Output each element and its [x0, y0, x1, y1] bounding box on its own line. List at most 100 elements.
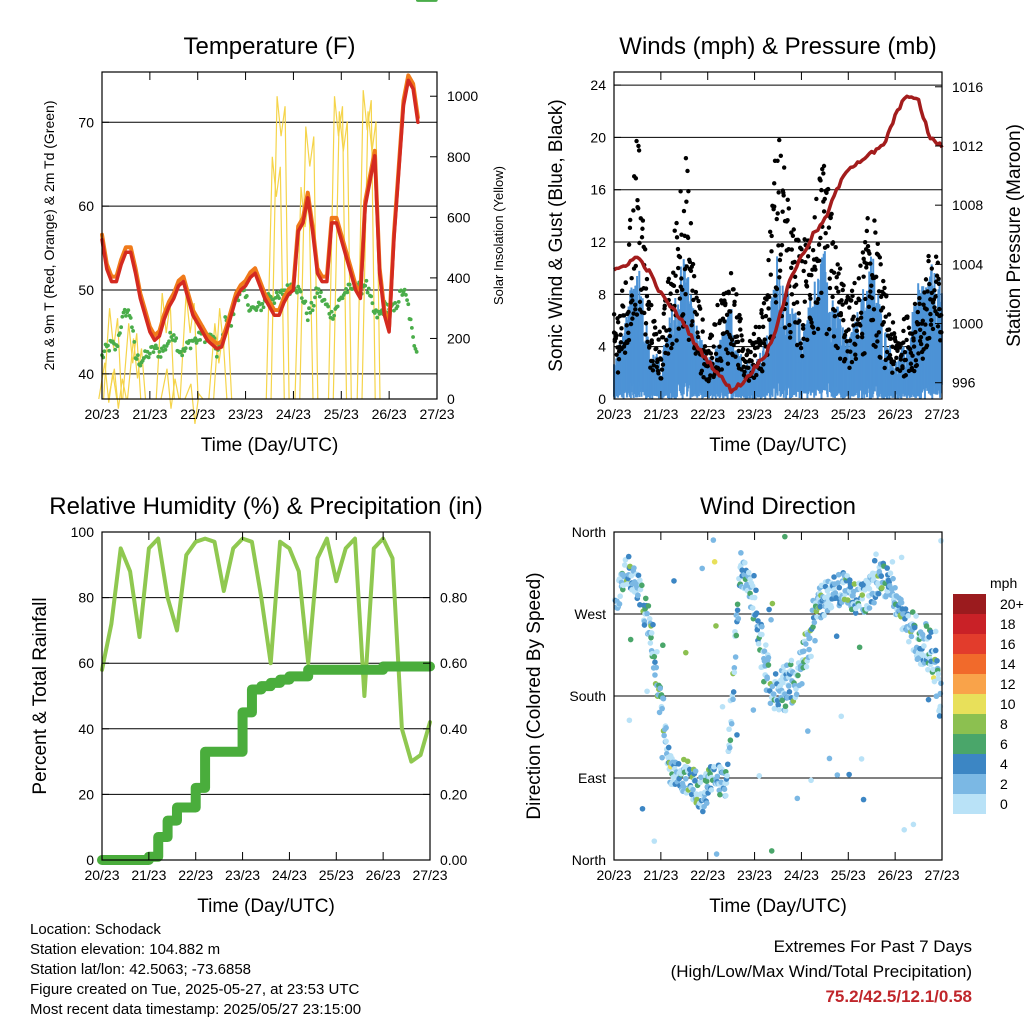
- gust-point: [827, 276, 832, 281]
- gust-point: [927, 335, 932, 341]
- gust-point: [826, 225, 832, 230]
- solar-spike: [208, 323, 228, 400]
- y2-axis-label: Station Pressure (Maroon): [1004, 124, 1024, 347]
- x-axis-label: Time (Day/UTC): [709, 896, 847, 917]
- direction-point: [866, 586, 873, 592]
- legend-swatch: [953, 794, 986, 814]
- y2-tick-label: 600: [447, 209, 471, 225]
- direction-point: [659, 754, 665, 761]
- gust-point: [621, 304, 626, 309]
- gust-point: [872, 218, 877, 223]
- gust-point: [776, 243, 781, 248]
- direction-point: [713, 851, 720, 857]
- gust-point: [858, 323, 863, 328]
- gust-point: [799, 246, 804, 252]
- gust-point: [790, 233, 796, 239]
- dewpoint-point: [298, 289, 303, 294]
- gust-point: [685, 168, 690, 174]
- x-tick-label: 24/23: [272, 867, 307, 883]
- gust-point: [689, 322, 694, 328]
- gust-point: [725, 361, 731, 366]
- gust-point: [694, 295, 699, 300]
- direction-point: [703, 778, 710, 785]
- gust-point: [898, 357, 903, 362]
- dewpoint-point: [260, 301, 265, 306]
- panel-title: Temperature (F): [183, 33, 355, 60]
- gust-point: [840, 302, 845, 307]
- gust-point: [618, 332, 623, 337]
- gust-point: [926, 258, 931, 264]
- gust-point: [794, 300, 800, 305]
- gust-point: [661, 325, 666, 330]
- gust-point: [831, 270, 837, 275]
- dewpoint-point: [277, 296, 281, 301]
- direction-point: [806, 646, 812, 653]
- gust-point: [839, 298, 844, 303]
- direction-point: [663, 724, 669, 731]
- gust-point: [842, 356, 848, 362]
- x-tick-label: 22/23: [690, 406, 725, 422]
- direction-point: [660, 695, 667, 702]
- dewpoint-point: [163, 347, 168, 352]
- x-axis-label: Time (Day/UTC): [201, 435, 339, 456]
- gust-point: [891, 359, 897, 364]
- gust-point: [762, 337, 767, 342]
- gust-point: [907, 346, 913, 352]
- gust-point: [831, 334, 837, 339]
- gust-point: [636, 143, 641, 149]
- x-tick-label: 26/23: [878, 867, 913, 883]
- gust-point: [914, 363, 920, 368]
- gust-point: [697, 306, 703, 311]
- precip-line: [97, 661, 435, 865]
- x-tick-label: 26/23: [366, 867, 401, 883]
- direction-point: [771, 705, 778, 712]
- direction-point: [925, 666, 931, 673]
- legend-swatch: [953, 754, 986, 774]
- gust-point: [695, 334, 701, 340]
- dewpoint-point: [157, 349, 162, 354]
- dewpoint-point: [285, 283, 290, 288]
- dewpoint-point: [307, 306, 311, 311]
- gust-point: [873, 230, 878, 235]
- gust-point: [933, 254, 939, 259]
- dewpoint-point: [147, 351, 152, 356]
- gust-point: [805, 254, 811, 259]
- direction-point: [660, 642, 666, 649]
- direction-point: [905, 612, 911, 619]
- dewpoint-point: [193, 336, 198, 341]
- legend-label: 12: [1000, 676, 1016, 692]
- gust-point: [723, 347, 729, 352]
- solar-spike: [102, 308, 123, 400]
- gust-point: [778, 153, 784, 158]
- gust-point: [802, 237, 807, 242]
- dewpoint-point: [395, 304, 400, 309]
- y-tick-label: 8: [598, 286, 606, 302]
- direction-point: [860, 796, 867, 803]
- gust-point: [678, 189, 683, 194]
- gust-point: [798, 345, 804, 351]
- y-axis-label: Percent & Total Rainfall: [30, 597, 51, 794]
- dewpoint-point: [198, 337, 203, 342]
- direction-point: [782, 533, 788, 540]
- gust-point: [861, 256, 866, 262]
- gust-point: [675, 246, 681, 252]
- direction-point: [833, 633, 840, 640]
- dewpoint-point: [403, 293, 408, 297]
- gust-point: [830, 294, 835, 300]
- gust-point: [906, 325, 912, 330]
- gust-point: [737, 312, 742, 318]
- direction-point: [906, 638, 912, 645]
- gust-point: [626, 330, 631, 335]
- gust-point: [779, 242, 785, 248]
- gust-point: [832, 313, 838, 319]
- legend-title: mph: [990, 575, 1017, 591]
- gust-point: [754, 372, 759, 378]
- dewpoint-point: [316, 287, 321, 292]
- gust-point: [804, 284, 810, 289]
- gust-point: [646, 306, 651, 311]
- legend-swatch: [953, 674, 986, 694]
- direction-point: [801, 648, 807, 654]
- gust-series: [611, 137, 944, 384]
- gust-point: [728, 271, 734, 276]
- dewpoint-point: [174, 336, 179, 341]
